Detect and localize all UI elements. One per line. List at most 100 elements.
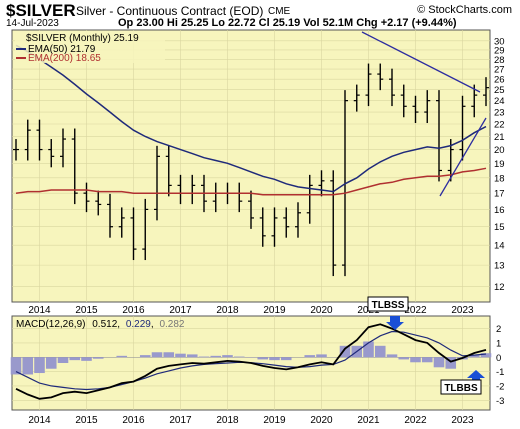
price-bar: [48, 139, 55, 168]
price-bar: [365, 63, 372, 107]
price-x-tick-label: 2019: [263, 305, 286, 316]
macd-x-tick-label: 2014: [28, 415, 51, 426]
stockcharts-credit[interactable]: © StockCharts.com: [417, 4, 512, 16]
legend-macd-signal: 0.229: [126, 319, 151, 330]
price-y-tick-label: 29: [494, 45, 505, 56]
price-x-tick-label: 2023: [451, 305, 474, 316]
price-bar: [400, 84, 407, 118]
svg-text:MACD(12,26,9) 0.512,: MACD(12,26,9) 0.512, 0.229, 0.282: [16, 319, 185, 330]
macd-hist-bar: [198, 356, 210, 358]
price-bar: [95, 190, 102, 216]
macd-hist-bar: [186, 354, 198, 358]
price-y-tick-label: 18: [494, 173, 505, 184]
tlbbs-annotation: TLBBS: [440, 370, 485, 395]
price-bar: [436, 90, 442, 182]
price-x-tick-label: 2022: [404, 305, 427, 316]
price-bar: [377, 63, 384, 91]
macd-y-tick-label: 0: [496, 353, 501, 364]
price-bar: [248, 190, 254, 229]
price-y-tick-label: 30: [494, 36, 505, 47]
macd-line: [15, 323, 487, 400]
price-y-tick-label: 24: [494, 96, 505, 107]
price-x-tick-label: 2017: [169, 305, 192, 316]
price-y-tick-label: 13: [494, 261, 505, 272]
price-y-tick-label: 15: [494, 222, 505, 233]
price-bar: [107, 193, 113, 238]
macd-hist-bar: [81, 357, 92, 361]
tlbss-annotation: TLBSS: [367, 296, 409, 330]
price-x-tick-label: 2018: [216, 305, 239, 316]
price-bar: [118, 207, 125, 238]
price-bar: [353, 84, 360, 112]
macd-y-tick-label: -1: [496, 367, 504, 378]
tlbbs-label: TLBBS: [444, 383, 478, 394]
macd-hist-bar: [339, 345, 351, 358]
macd-x-tick-label: 2019: [263, 415, 286, 426]
macd-y-tick-label: 1: [496, 338, 501, 349]
price-bar: [424, 90, 431, 124]
macd-y-tick-label: 2: [496, 324, 501, 335]
price-x-tick-label: 2020: [310, 305, 333, 316]
macd-x-tick-label: 2020: [310, 415, 333, 426]
legend-ema200: EMA(200) 18.65: [28, 53, 101, 64]
upper-trendline: [361, 31, 481, 93]
macd-histogram: [10, 341, 492, 375]
macd-hist-bar: [139, 355, 151, 358]
price-y-tick-label: 21: [494, 132, 505, 143]
ema50-line: [15, 44, 487, 193]
price-bar: [36, 119, 43, 161]
price-y-tick-label: 20: [494, 145, 505, 156]
price-bar: [483, 77, 489, 107]
price-bar: [295, 202, 301, 238]
tlbss-arrow-icon: [386, 316, 404, 330]
price-legend: $SILVER (Monthly) 25.19 EMA(50) 21.79 EM…: [15, 31, 165, 64]
price-bar: [71, 128, 78, 205]
macd-hist-bar: [116, 355, 128, 358]
price-y-tick-label: 17: [494, 189, 505, 200]
legend-price: $SILVER (Monthly) 25.19: [26, 33, 139, 44]
legend-macd-hist: 0.282: [159, 319, 184, 330]
macd-hist-bar: [410, 357, 421, 363]
macd-hist-bar: [445, 357, 457, 369]
macd-hist-bar: [304, 355, 316, 358]
macd-legend: MACD(12,26,9) 0.512, 0.229, 0.282: [16, 319, 185, 330]
price-x-tick-label: 2015: [75, 305, 98, 316]
price-bar: [459, 95, 466, 161]
price-bar: [165, 145, 172, 197]
macd-hist-bar: [151, 352, 163, 358]
macd-hist-bar: [386, 354, 398, 358]
price-bar: [154, 145, 160, 221]
price-bar: [13, 139, 19, 161]
macd-x-tick-label: 2017: [169, 415, 192, 426]
macd-hist-bar: [421, 357, 433, 363]
macd-x-tick-label: 2022: [404, 415, 427, 426]
macd-hist-bar: [69, 357, 81, 361]
price-bar: [471, 84, 478, 118]
price-y-tick-label: 25: [494, 85, 505, 96]
price-bar: [259, 207, 266, 247]
price-bar: [283, 207, 290, 238]
macd-y-axis: -3 -2 -1 0 1 2: [496, 324, 504, 407]
macd-hist-bar: [163, 352, 175, 358]
price-bar: [271, 207, 278, 247]
ema200-line: [15, 167, 487, 196]
macd-x-axis: 2014 2015 2016 2017 2018 2019 2020 2021 2022 2023: [28, 415, 474, 426]
macd-hist-bar: [468, 355, 480, 358]
macd-hist-bar: [233, 356, 245, 358]
macd-x-tick-label: 2018: [216, 415, 239, 426]
chart-symbol: $SILVER: [6, 1, 76, 20]
macd-x-tick-label: 2016: [122, 415, 145, 426]
price-bar: [412, 95, 419, 124]
macd-hist-bar: [45, 357, 57, 369]
macd-hist-bar: [433, 357, 445, 368]
macd-hist-bar: [257, 357, 269, 360]
macd-hist-bar: [22, 357, 34, 375]
price-bar: [142, 198, 149, 261]
price-panel: [11, 29, 491, 303]
price-bar: [306, 174, 313, 224]
legend-ema50: EMA(50) 21.79: [28, 44, 96, 55]
price-bars: [13, 63, 489, 277]
